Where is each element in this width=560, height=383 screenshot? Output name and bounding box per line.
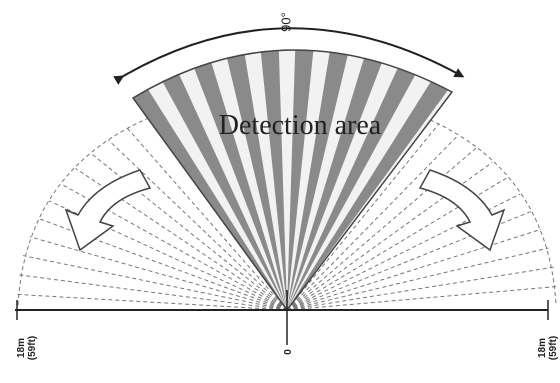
dashed-ray (126, 127, 288, 311)
dashed-ray (15, 293, 288, 311)
dashed-ray (286, 285, 558, 311)
fan-stripe (133, 49, 287, 310)
right-distance: 18m (537, 338, 548, 358)
right-imperial: (59ft) (548, 336, 559, 360)
dashed-ray (286, 228, 542, 311)
area-label: Detection area (219, 110, 382, 141)
right-scale: 18m (59ft) (537, 336, 559, 360)
dashed-ray (286, 123, 440, 311)
angle-label: 90° (278, 12, 293, 32)
left-arrow (64, 169, 152, 252)
dashed-ray (29, 236, 288, 311)
left-distance: 18m (16, 338, 27, 358)
dashed-ray (22, 255, 288, 311)
fan-stripe (276, 49, 298, 310)
fan-stripe (287, 49, 452, 310)
angle-arc (113, 27, 465, 85)
dashed-ray (286, 134, 459, 311)
dashed-ray (286, 247, 549, 311)
left-scale: 18m (59ft) (16, 336, 38, 360)
dashed-ray (61, 183, 288, 311)
right-arrow (418, 169, 506, 252)
dashed-outline (17, 84, 557, 306)
dashed-ray (286, 266, 555, 311)
left-imperial: (59ft) (27, 336, 38, 360)
dashed-ray (108, 139, 288, 311)
dashed-ray (286, 193, 521, 311)
fan-stripe (233, 49, 287, 310)
center-label: 0 (283, 349, 294, 355)
dashed-ray (18, 274, 288, 311)
fan-stripe (287, 49, 341, 310)
